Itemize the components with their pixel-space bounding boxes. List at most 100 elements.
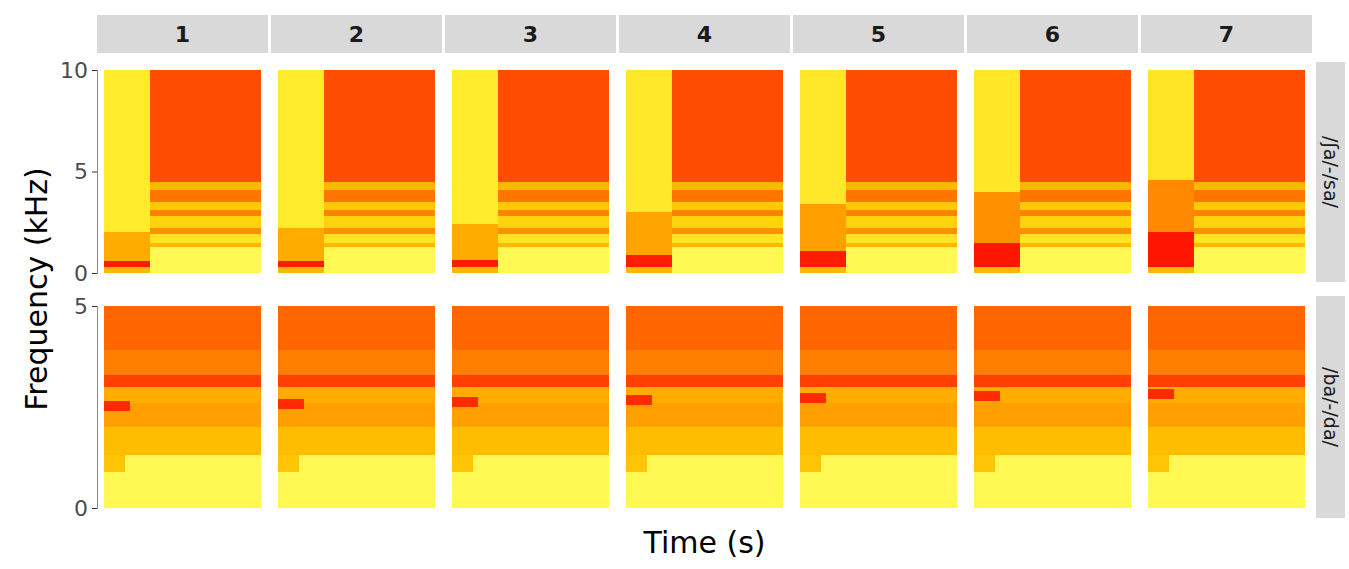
spectrogram-cell xyxy=(974,192,1020,243)
panel-background xyxy=(97,296,268,518)
spectrogram-cell xyxy=(324,70,435,182)
spectrogram-cell xyxy=(800,455,821,471)
panel xyxy=(1141,62,1312,282)
spectrogram-cell xyxy=(278,350,435,374)
spectrogram-cell xyxy=(1148,350,1305,374)
spectrogram-cell xyxy=(974,455,995,471)
spectrogram-cell xyxy=(452,224,498,260)
spectrogram-cell xyxy=(278,228,324,260)
spectrogram-cell xyxy=(626,455,783,508)
spectrogram-cell xyxy=(150,228,261,234)
spectrogram-cell xyxy=(974,267,1020,273)
spectrogram-cell xyxy=(104,455,125,471)
spectrogram-cell xyxy=(278,455,435,508)
spectrogram-cell xyxy=(150,182,261,190)
spectrogram-cell xyxy=(324,202,435,210)
spectrogram xyxy=(278,306,435,508)
spectrogram-cell xyxy=(1020,70,1131,182)
tick-mark xyxy=(92,172,97,173)
x-axis-title: Time (s) xyxy=(643,525,766,560)
spectrogram-cell xyxy=(452,350,609,374)
spectrogram-cell xyxy=(324,243,435,247)
spectrogram-cell xyxy=(104,401,130,411)
spectrogram xyxy=(104,306,261,508)
spectrogram-cell xyxy=(974,306,1131,350)
spectrogram-cell xyxy=(1148,387,1305,403)
spectrogram-cell xyxy=(1194,247,1305,273)
y-axis-title: Frequency (kHz) xyxy=(19,167,54,411)
panel-background xyxy=(793,296,964,518)
spectrogram-cell xyxy=(278,399,304,409)
spectrogram-cell xyxy=(846,216,957,228)
spectrogram-cell xyxy=(672,243,783,247)
spectrogram-cell xyxy=(1194,243,1305,247)
spectrogram-cell xyxy=(846,202,957,210)
spectrogram-cell xyxy=(498,234,609,242)
spectrogram xyxy=(974,70,1131,273)
figure: 1234567/ʃa/-/sa/0510/ba/-/da/05Frequency… xyxy=(0,0,1349,569)
spectrogram-cell xyxy=(104,455,261,508)
spectrogram-cell xyxy=(278,427,435,455)
panel xyxy=(967,62,1138,282)
spectrogram-cell xyxy=(800,350,957,374)
y-axis: 0510 xyxy=(60,58,98,286)
strip-background xyxy=(271,15,442,53)
spectrogram-cell xyxy=(150,202,261,210)
spectrogram-cell xyxy=(278,261,324,267)
spectrogram-cell xyxy=(452,306,609,350)
column-label: 3 xyxy=(523,22,538,47)
column-label: 4 xyxy=(697,22,712,47)
spectrogram-cell xyxy=(846,234,957,242)
spectrogram-cell xyxy=(324,228,435,234)
spectrogram-cell xyxy=(104,375,261,387)
spectrogram-cell xyxy=(150,216,261,228)
spectrogram-cell xyxy=(498,243,609,247)
spectrogram-cell xyxy=(672,228,783,234)
spectrogram-cell xyxy=(800,403,957,427)
tick: 10 xyxy=(60,58,97,83)
spectrogram-cell xyxy=(626,212,672,255)
tick-mark xyxy=(92,508,97,509)
spectrogram-cell xyxy=(672,210,783,216)
spectrogram xyxy=(278,70,435,273)
column-strip: 2 xyxy=(271,15,442,53)
spectrogram-cell xyxy=(626,455,647,471)
spectrogram-cell xyxy=(324,234,435,242)
spectrogram-cell xyxy=(1194,190,1305,202)
spectrogram-cell xyxy=(800,251,846,267)
panel xyxy=(445,296,616,518)
spectrogram-cell xyxy=(846,228,957,234)
spectrogram-cell xyxy=(324,216,435,228)
strip-background xyxy=(967,15,1138,53)
panel-background xyxy=(271,62,442,282)
spectrogram-cell xyxy=(626,306,783,350)
spectrogram-cell xyxy=(452,455,609,508)
spectrogram-cell xyxy=(452,397,478,407)
spectrogram xyxy=(1148,70,1305,273)
spectrogram-cell xyxy=(1148,70,1194,180)
spectrogram-cell xyxy=(278,306,435,350)
strip-background xyxy=(1316,296,1345,518)
row-strip: /ba/-/da/ xyxy=(1316,296,1345,518)
spectrogram-cell xyxy=(800,427,957,455)
spectrogram-cell xyxy=(452,427,609,455)
column-strip: 6 xyxy=(967,15,1138,53)
spectrogram-cell xyxy=(104,350,261,374)
spectrogram-cell xyxy=(278,267,324,273)
spectrogram-cell xyxy=(104,70,150,232)
panel-background xyxy=(967,62,1138,282)
spectrogram-cell xyxy=(800,387,957,403)
spectrogram xyxy=(1148,306,1305,508)
spectrogram-cell xyxy=(1148,180,1194,233)
spectrogram-cell xyxy=(452,267,498,273)
spectrogram-cell xyxy=(1020,190,1131,202)
spectrogram-cell xyxy=(1194,182,1305,190)
spectrogram-cell xyxy=(1194,234,1305,242)
spectrogram-cell xyxy=(672,216,783,228)
column-strip: 7 xyxy=(1141,15,1312,53)
spectrogram-cell xyxy=(1148,389,1174,399)
column-label: 6 xyxy=(1045,22,1060,47)
column-label: 7 xyxy=(1219,22,1234,47)
spectrogram-cell xyxy=(498,247,609,273)
spectrogram-cell xyxy=(324,210,435,216)
